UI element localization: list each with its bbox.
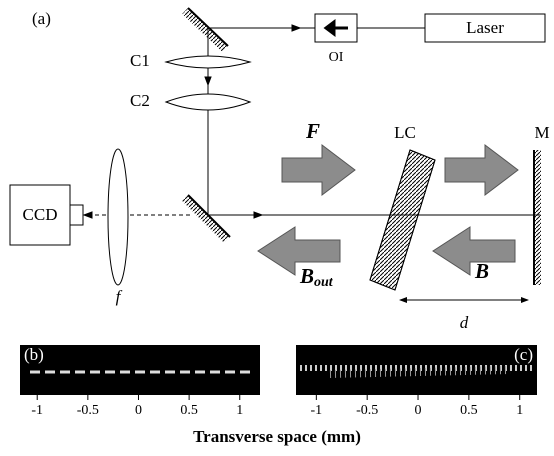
ccd-label: CCD	[23, 205, 58, 224]
panel-b	[20, 345, 260, 395]
panel-c	[296, 345, 537, 395]
x-tick-label: 0	[415, 403, 422, 418]
x-tick-label: 0.5	[460, 403, 478, 418]
x-tick-label: -0.5	[356, 403, 378, 418]
x-tick-label: 0.5	[180, 403, 198, 418]
forward-label: F	[305, 119, 320, 143]
output-main: B	[299, 264, 314, 288]
output-label: Bout	[299, 264, 334, 290]
x-tick-label: 1	[236, 403, 243, 418]
distance-label: d	[460, 313, 469, 332]
x-tick-label: -1	[311, 403, 323, 418]
lens-label: C2	[130, 91, 150, 110]
backward-label: B	[474, 259, 489, 283]
x-tick-label: 1	[516, 403, 523, 418]
setup-layout	[10, 8, 545, 300]
x-axis-title: Transverse space (mm)	[193, 427, 361, 446]
figure: (a) Laser OI C1 C2 LC M CCD f F B Bout d…	[0, 0, 554, 451]
panel-label: (b)	[24, 345, 44, 364]
output-sub: out	[314, 275, 334, 290]
x-tick-label: -0.5	[77, 403, 99, 418]
x-tick-label: 0	[135, 403, 142, 418]
isolator-label: OI	[329, 50, 344, 65]
lc-label: LC	[394, 123, 416, 142]
lens-label: C1	[130, 51, 150, 70]
x-tick-label: -1	[31, 403, 43, 418]
panel-label: (c)	[514, 345, 533, 364]
mirror-label: M	[534, 123, 549, 142]
panel-label: (a)	[32, 9, 51, 28]
lens-f-label: f	[116, 287, 123, 306]
laser-label: Laser	[466, 18, 504, 37]
